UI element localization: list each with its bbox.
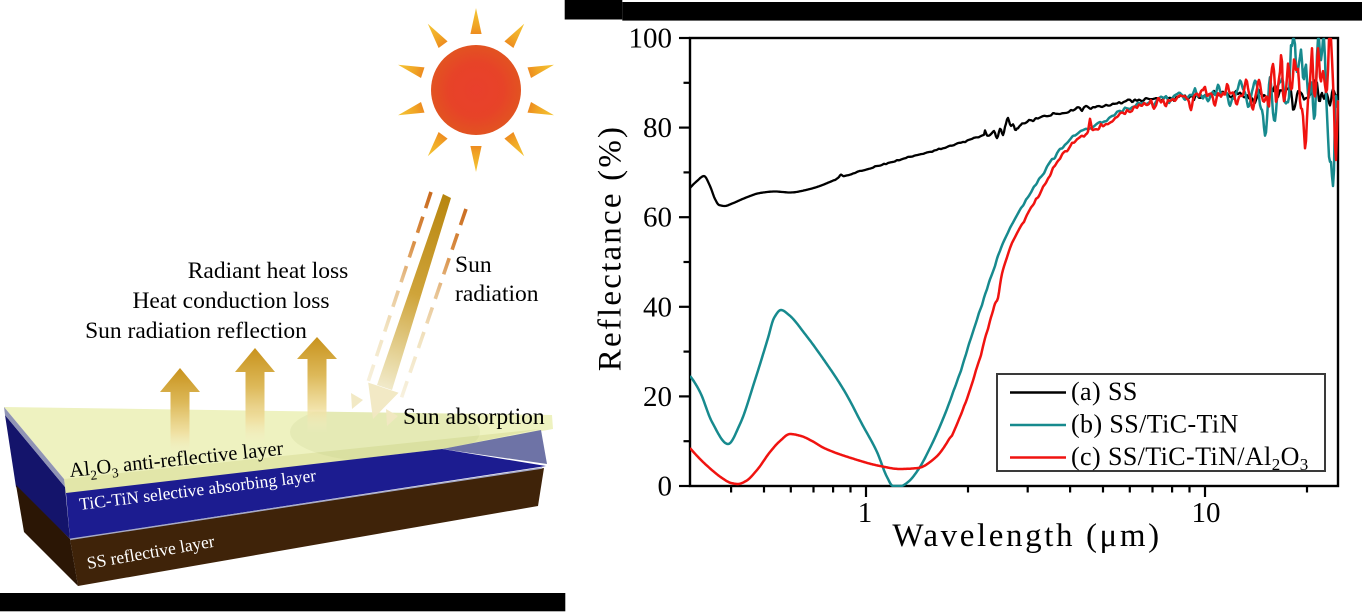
svg-text:10: 10 <box>1192 497 1221 529</box>
svg-text:Sun: Sun <box>455 252 492 278</box>
svg-text:Heat conduction loss: Heat conduction loss <box>132 288 329 314</box>
svg-text:(b) SS/TiC-TiN: (b) SS/TiC-TiN <box>1071 410 1239 439</box>
svg-text:Sun radiation reflection: Sun radiation reflection <box>85 318 307 344</box>
svg-text:100: 100 <box>629 23 673 55</box>
svg-text:40: 40 <box>643 291 672 323</box>
svg-text:20: 20 <box>643 381 672 413</box>
svg-text:Sun absorption: Sun absorption <box>403 404 545 430</box>
svg-text:0: 0 <box>658 471 673 503</box>
svg-text:Wavelength (μm): Wavelength (μm) <box>892 518 1161 554</box>
svg-text:radiation: radiation <box>455 281 539 307</box>
svg-text:Radiant heat loss: Radiant heat loss <box>188 258 349 284</box>
svg-text:(c) SS/TiC-TiN/Al2O3: (c) SS/TiC-TiN/Al2O3 <box>1071 442 1309 474</box>
svg-text:(a) SS: (a) SS <box>1071 377 1138 406</box>
svg-text:80: 80 <box>643 112 672 144</box>
svg-text:60: 60 <box>643 202 672 234</box>
svg-text:1: 1 <box>858 497 873 529</box>
svg-text:Reflectance (%): Reflectance (%) <box>593 125 629 371</box>
